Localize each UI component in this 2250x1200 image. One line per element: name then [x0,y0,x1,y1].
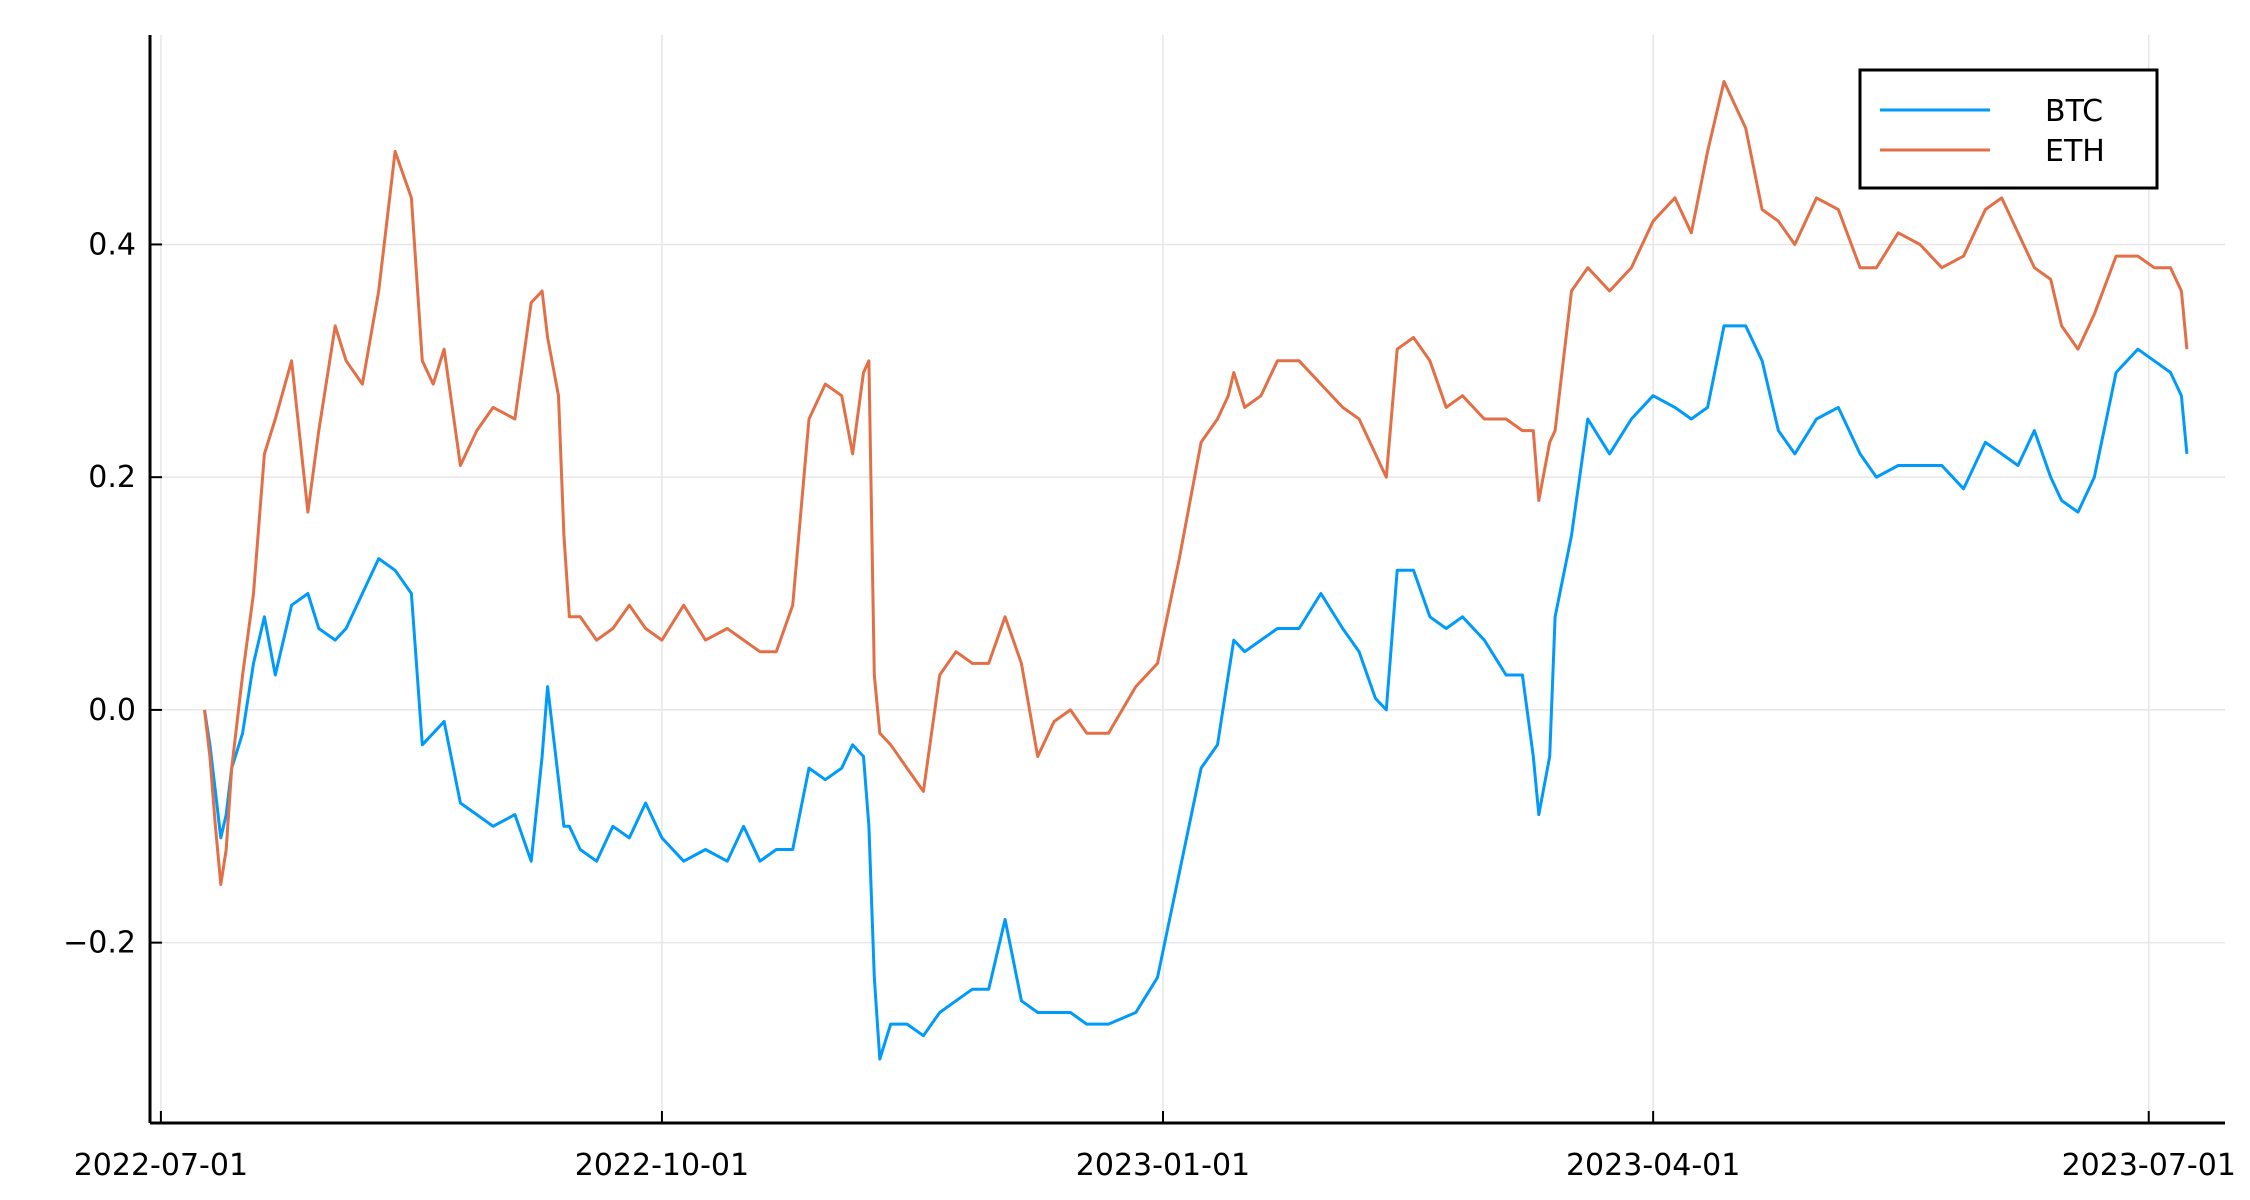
legend-label-eth: ETH [2045,134,2105,169]
y-tick-label: 0.4 [88,227,136,262]
y-tick-label: −0.2 [63,926,136,961]
grid-lines [150,35,2225,1123]
axes [148,35,2225,1125]
tick-labels: 2022-07-01 2022-10-01 2023-01-01 2023-04-01… [63,227,2236,1183]
x-tick-label: 2023-07-01 [2062,1148,2236,1183]
legend-box [1858,68,2159,190]
x-tick-label: 2023-04-01 [1566,1148,1740,1183]
y-tick-label: 0.2 [88,460,136,495]
y-tick-label: 0.0 [88,693,136,728]
legend: BTC ETH [1858,68,2159,190]
x-tick-label: 2022-07-01 [74,1148,248,1183]
x-tick-label: 2022-10-01 [575,1148,749,1183]
legend-label-btc: BTC [2045,94,2103,129]
x-tick-label: 2023-01-01 [1076,1148,1250,1183]
series-line-btc [203,324,2189,1061]
series-line-eth [203,80,2189,886]
series-lines [203,80,2189,1061]
